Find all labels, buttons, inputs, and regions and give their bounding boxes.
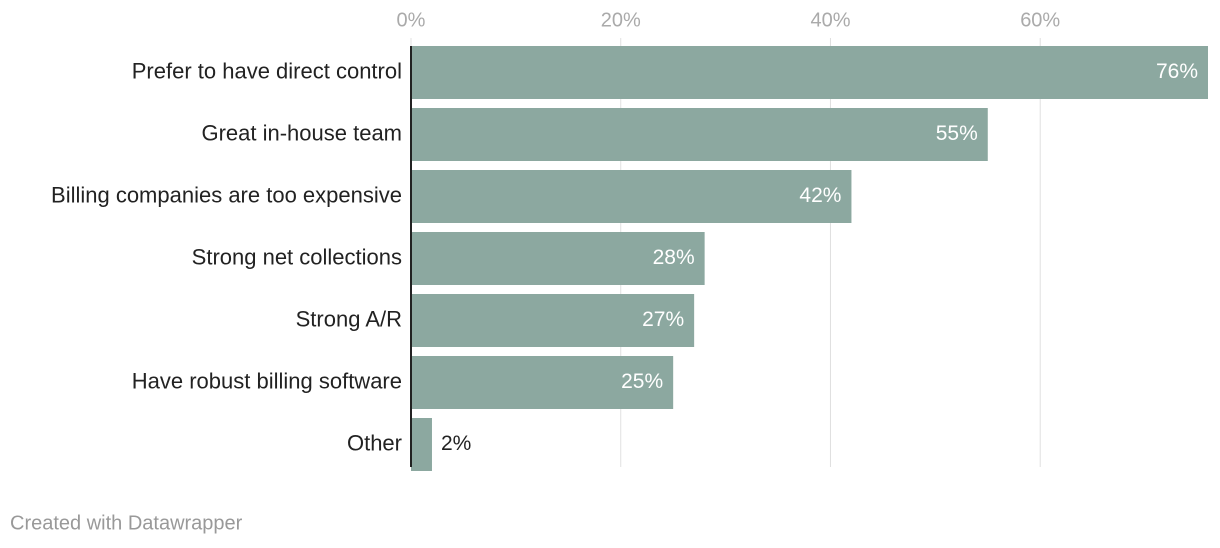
value-label: 28% (653, 246, 695, 269)
y-tick-label: Great in-house team (201, 120, 402, 145)
bar (411, 356, 674, 409)
value-label: 42% (799, 184, 841, 207)
bar (411, 46, 1208, 99)
x-tick-label: 40% (810, 9, 850, 31)
y-tick-label: Strong net collections (192, 244, 402, 269)
footer: Created with Datawrapper (10, 512, 243, 534)
value-label: 2% (441, 432, 471, 455)
y-tick-label: Billing companies are too expensive (51, 182, 402, 207)
value-label: 76% (1156, 60, 1198, 83)
bar (411, 108, 988, 161)
y-tick-label: Prefer to have direct control (132, 58, 402, 83)
y-tick-label: Have robust billing software (132, 368, 402, 393)
bar (411, 170, 852, 223)
x-tick-label: 20% (601, 9, 641, 31)
bar (411, 418, 432, 471)
x-tick-label: 60% (1020, 9, 1060, 31)
value-label: 55% (936, 122, 978, 145)
x-tick-label: 0% (397, 9, 426, 31)
bar (411, 294, 695, 347)
y-tick-label: Strong A/R (296, 306, 402, 331)
y-tick-label: Other (347, 430, 402, 455)
bar (411, 232, 705, 285)
value-label: 25% (621, 370, 663, 393)
value-label: 27% (642, 308, 684, 331)
